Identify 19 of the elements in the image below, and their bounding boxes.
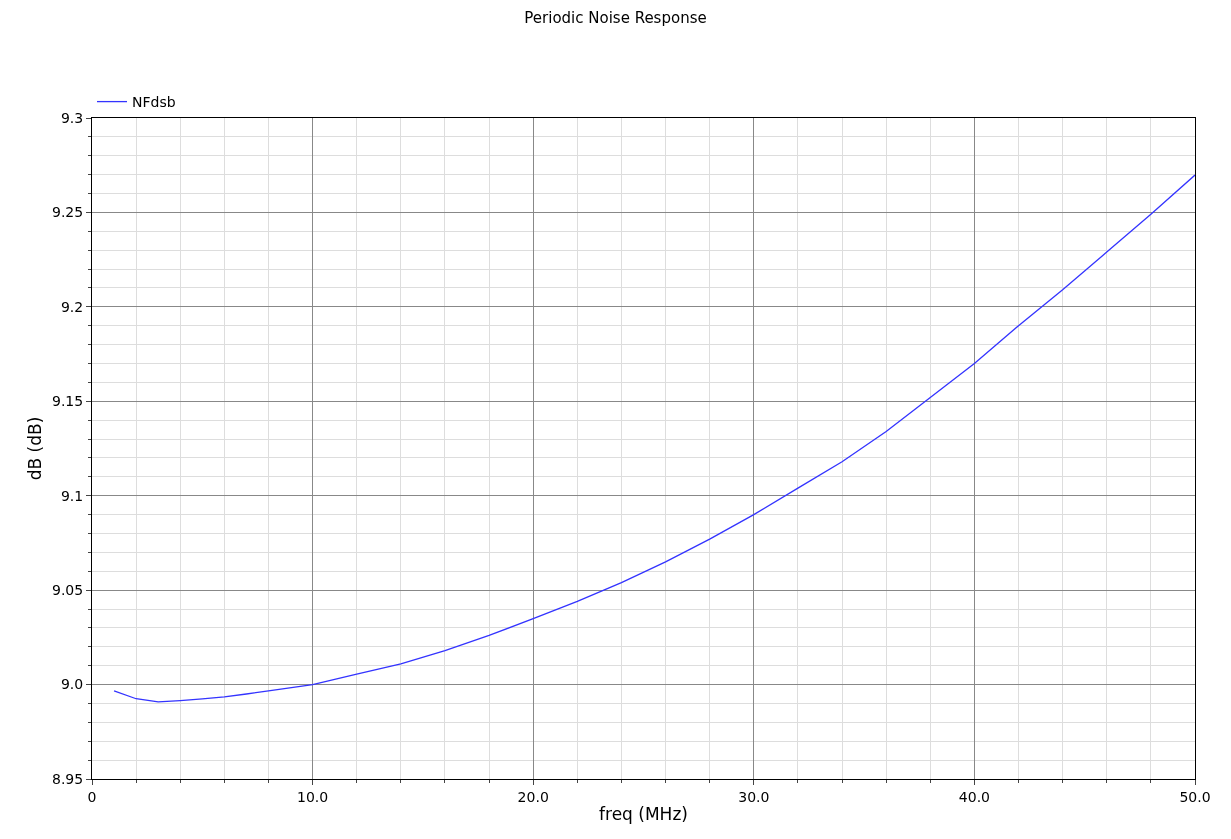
y-tick-label: 9.15 <box>52 393 84 410</box>
y-tick-label: 9.05 <box>52 582 84 599</box>
x-tick-label: 40.0 <box>958 788 990 805</box>
legend-label: NFdsb <box>132 94 176 111</box>
y-tick-label: 9.2 <box>60 298 84 315</box>
y-tick-label: 9.0 <box>60 676 84 693</box>
line-series <box>113 174 1195 703</box>
y-tick-label: 9.25 <box>52 204 84 221</box>
chart-title: Periodic Noise Response <box>524 9 707 28</box>
x-tick-label: 30.0 <box>738 788 770 805</box>
x-tick-label: 10.0 <box>297 788 329 805</box>
y-tick-label: 9.3 <box>60 109 84 126</box>
x-tick-label: 20.0 <box>517 788 549 805</box>
y-tick-label: 9.1 <box>60 487 84 504</box>
y-axis-title: dB (dB) <box>24 416 45 481</box>
x-tick-label: 50.0 <box>1179 788 1211 805</box>
x-axis-title: freq (MHz) <box>599 804 688 825</box>
y-tick-label: 8.95 <box>52 770 84 787</box>
x-tick-label: 0 <box>87 788 97 805</box>
